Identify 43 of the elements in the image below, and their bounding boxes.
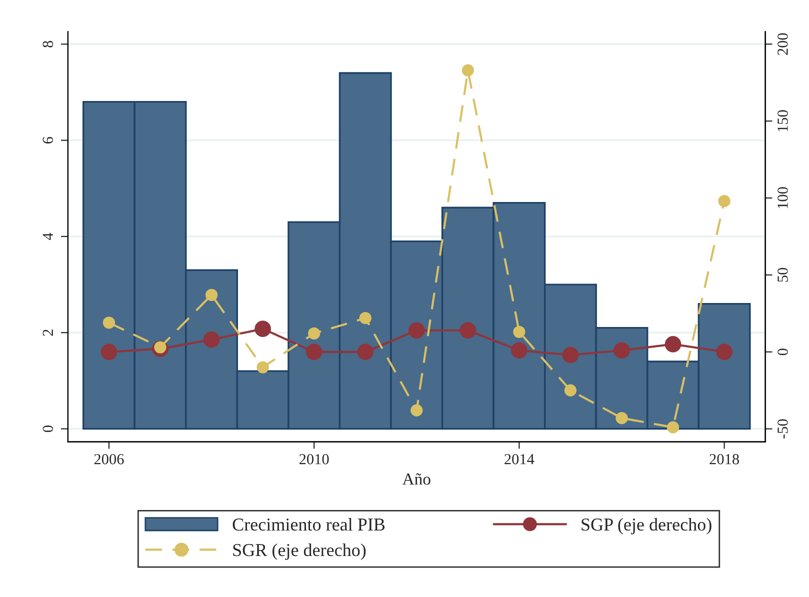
point: [614, 342, 630, 359]
point: [616, 412, 628, 424]
legend-label: Crecimiento real PIB: [232, 518, 385, 531]
y2-tick-label: -50: [778, 419, 788, 438]
y-tick-label: 8: [42, 40, 54, 48]
point: [203, 331, 220, 348]
y2-tick-label: 150: [778, 110, 788, 132]
y2-tick-label: 200: [778, 33, 788, 55]
y2-tick-label: 0: [778, 348, 788, 356]
y2-tick-label: 100: [778, 187, 788, 208]
point: [664, 336, 682, 352]
y-tick-label: 4: [42, 232, 53, 240]
point: [513, 326, 526, 338]
y-tick-label: 6: [42, 136, 54, 144]
point: [306, 344, 322, 360]
x-tick-label: 2018: [710, 454, 739, 464]
point: [357, 344, 374, 360]
point: [716, 344, 732, 360]
point: [511, 342, 528, 359]
point: [666, 421, 680, 434]
point: [408, 322, 425, 339]
y2-tick-label: 50: [778, 268, 788, 282]
y-tick-label: 2: [42, 330, 53, 336]
y-tick-label: 0: [42, 426, 54, 432]
point: [100, 344, 118, 360]
legend-label: SGR (eje derecho): [233, 543, 366, 560]
x-tick-label: 2006: [94, 454, 124, 464]
legend-label: SGP (eje derecho): [582, 518, 712, 534]
point: [205, 288, 218, 302]
point: [102, 316, 116, 329]
x-tick-label: 2010: [299, 454, 329, 464]
point: [410, 404, 423, 416]
point: [462, 64, 474, 76]
point: [718, 195, 730, 208]
point: [359, 312, 372, 324]
x-axis-title: Año: [402, 473, 430, 485]
point: [564, 384, 577, 396]
point: [308, 327, 320, 340]
point: [256, 361, 269, 374]
point: [460, 322, 476, 339]
point: [254, 320, 271, 337]
point: [562, 346, 579, 364]
x-tick-label: 2014: [504, 454, 534, 464]
